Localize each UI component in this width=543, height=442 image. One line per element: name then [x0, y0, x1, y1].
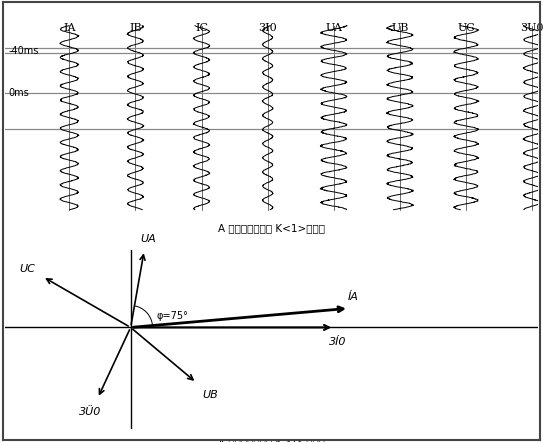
Text: UB: UB [392, 23, 409, 33]
Text: A 相单相接地短路 K<1>波形图: A 相单相接地短路 K<1>波形图 [218, 224, 325, 233]
Text: UC: UC [19, 264, 35, 274]
Text: 3U0: 3U0 [521, 23, 543, 33]
Text: IA: IA [63, 23, 75, 33]
Text: -40ms: -40ms [8, 46, 39, 56]
Text: A 相单相接地短路 K<1>向量图: A 相单相接地短路 K<1>向量图 [218, 438, 325, 442]
Text: 3Í0: 3Í0 [329, 336, 347, 347]
Text: UB: UB [203, 389, 218, 400]
Text: 3I0: 3I0 [258, 23, 277, 33]
Text: UA: UA [325, 23, 342, 33]
Text: ÍA: ÍA [348, 292, 358, 301]
Text: UC: UC [457, 23, 475, 33]
Text: IB: IB [129, 23, 142, 33]
Text: φ=75°: φ=75° [156, 311, 188, 321]
Text: 0ms: 0ms [8, 88, 29, 98]
Text: IC: IC [195, 23, 208, 33]
Text: 3Ü0: 3Ü0 [79, 408, 101, 417]
Text: UA: UA [140, 234, 156, 244]
